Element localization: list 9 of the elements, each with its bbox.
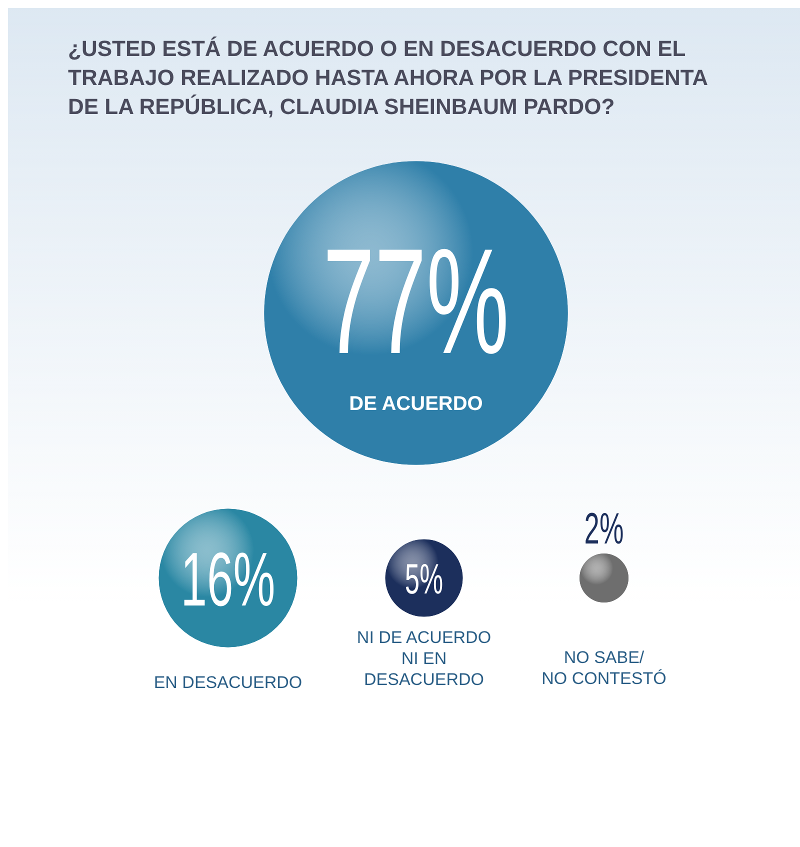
- data-label: 16%: [180, 538, 276, 622]
- data-label: 2%: [584, 504, 624, 554]
- category-label: NI DE ACUERDO NI EN DESACUERDO: [356, 628, 492, 689]
- text: ¿USTED ESTÁ DE ACUERDO O EN DESACUERDO CON EL TRABAJO REALIZADO HASTA AHORA POR LA PRESIDENTA DE LA REPÚBLICA, CLAUDIA SHEINBAUM PARDO?: [68, 36, 708, 119]
- category-label: NO SABE/ NO CONTESTÓ: [542, 648, 666, 688]
- data-label: 77%: [322, 218, 510, 386]
- category-label: EN DESACUERDO: [154, 673, 302, 692]
- category-label: DE ACUERDO: [349, 393, 483, 415]
- data-label: 5%: [404, 554, 444, 603]
